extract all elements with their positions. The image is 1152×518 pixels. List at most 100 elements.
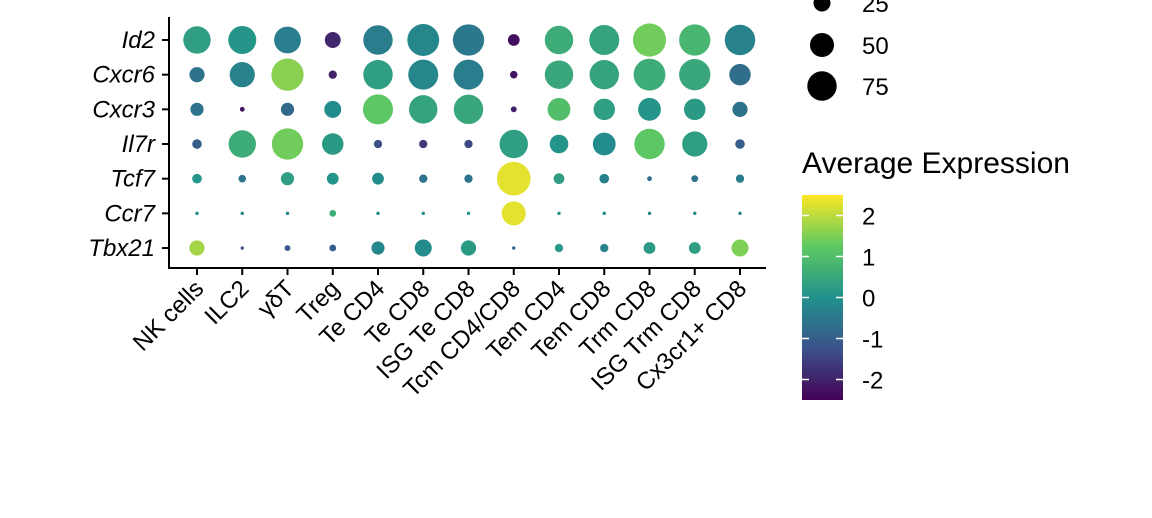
dot-Id2-6 [452, 24, 485, 56]
dot-Il7r-4 [373, 139, 383, 149]
dot-Tbx21-3 [329, 244, 337, 252]
dot-Tbx21-8 [554, 243, 564, 253]
dot-Il7r-8 [549, 134, 569, 154]
dot-Cxcr6-4 [363, 59, 393, 90]
dot-Ccr7-12 [738, 211, 742, 216]
dot-Cxcr6-0 [189, 67, 205, 83]
gene-label: Tcf7 [111, 166, 157, 193]
dot-Il7r-1 [228, 130, 256, 158]
dot-Cxcr3-7 [510, 106, 517, 113]
dot-Il7r-12 [735, 139, 745, 149]
dot-Ccr7-6 [466, 211, 471, 216]
dot-Tbx21-5 [414, 239, 432, 257]
dot-Tcf7-9 [599, 173, 610, 184]
dot-Tcf7-7 [496, 161, 531, 196]
dot-Cxcr3-0 [190, 102, 204, 116]
axes [162, 17, 766, 275]
color-legend: Average Expression 2 1 0 -1 -2 [802, 147, 1070, 400]
dot-Cxcr6-5 [408, 59, 439, 90]
size-legend-dot [809, 32, 835, 58]
dot-Cxcr6-6 [453, 59, 484, 90]
dot-Id2-2 [274, 26, 301, 54]
dot-Tcf7-2 [280, 172, 295, 186]
colorbar-tick-label: 2 [862, 204, 875, 231]
dot-Id2-10 [632, 23, 667, 57]
size-legend-label: 75 [862, 74, 889, 101]
dot-Cxcr3-4 [362, 94, 394, 125]
dot-Tcf7-11 [691, 175, 699, 183]
dot-Ccr7-1 [240, 211, 244, 216]
dot-Cxcr6-3 [328, 70, 337, 79]
dot-Tbx21-10 [643, 242, 656, 254]
dot-Tbx21-1 [240, 246, 244, 250]
dot-Ccr7-0 [195, 211, 199, 216]
dot-Id2-12 [724, 24, 756, 56]
dot-Tcf7-12 [735, 174, 745, 183]
gene-label: Il7r [122, 131, 156, 158]
colorbar-tick-label: 0 [862, 286, 875, 313]
dot-Id2-8 [544, 25, 574, 55]
dot-Id2-4 [363, 25, 393, 55]
dot-Tbx21-7 [512, 246, 516, 250]
dot-Tcf7-8 [553, 173, 565, 185]
dot-Id2-3 [324, 32, 341, 48]
dot-Cxcr3-5 [409, 95, 438, 124]
size-legend-dot [813, 0, 831, 12]
celltype-label: γδT [252, 275, 300, 323]
dot-Tbx21-11 [688, 242, 701, 254]
dot-Tcf7-0 [192, 173, 202, 184]
size-legend-dot [807, 71, 837, 101]
gene-label: Id2 [122, 27, 155, 54]
dot-Ccr7-7 [501, 201, 526, 226]
dot-Tbx21-4 [371, 241, 385, 255]
celltype-label: NK cells [128, 275, 209, 356]
dot-Cxcr6-10 [633, 58, 666, 91]
dot-Ccr7-2 [285, 211, 290, 216]
dot-Id2-11 [679, 24, 711, 56]
dot-Tbx21-6 [460, 240, 477, 256]
dot-Il7r-10 [634, 128, 665, 160]
dot-Tcf7-4 [372, 172, 384, 185]
gene-label: Ccr7 [104, 200, 156, 227]
dot-Tcf7-5 [419, 174, 428, 183]
dot-Ccr7-4 [376, 211, 380, 216]
size-legend-label: 25 [862, 0, 889, 18]
dot-Il7r-2 [271, 128, 304, 160]
dot-Cxcr6-12 [729, 63, 751, 86]
dot-Cxcr6-11 [679, 58, 711, 91]
dot-Il7r-3 [321, 133, 344, 155]
gene-label: Tbx21 [88, 235, 155, 262]
dot-Cxcr6-9 [589, 59, 619, 90]
size-legend: 25 50 75 [807, 0, 889, 101]
dot-Ccr7-8 [557, 211, 561, 216]
dot-Il7r-6 [464, 139, 473, 149]
dot-Cxcr6-2 [271, 58, 304, 91]
dot-Tcf7-3 [326, 172, 339, 185]
dot-Id2-5 [407, 24, 440, 56]
dot-Cxcr3-3 [324, 100, 342, 118]
dot-Cxcr3-9 [593, 98, 616, 121]
dot-Cxcr3-8 [547, 97, 571, 121]
colorbar-tick-label: -1 [862, 327, 883, 354]
dot-Il7r-5 [419, 139, 428, 149]
dot-Id2-9 [589, 24, 620, 56]
dot-Id2-0 [183, 26, 211, 54]
dot-Il7r-0 [192, 139, 202, 149]
dot-Tcf7-6 [464, 174, 473, 183]
dot-Cxcr3-1 [239, 106, 245, 112]
dot-Cxcr3-11 [683, 98, 706, 121]
dot-Il7r-7 [499, 129, 528, 159]
colorbar-tick-label: 1 [862, 245, 875, 272]
dot-Tbx21-9 [600, 243, 609, 253]
celltype-label: ILC2 [200, 275, 255, 330]
gene-label: Cxcr3 [92, 96, 155, 123]
dot-Cxcr6-8 [544, 60, 574, 89]
dot-Id2-1 [228, 25, 257, 55]
dot-Cxcr6-1 [229, 62, 255, 88]
gene-label: Cxcr6 [92, 62, 155, 89]
dot-Cxcr3-12 [732, 101, 748, 117]
dot-Ccr7-9 [602, 211, 606, 216]
color-legend-title: Average Expression [802, 147, 1070, 180]
